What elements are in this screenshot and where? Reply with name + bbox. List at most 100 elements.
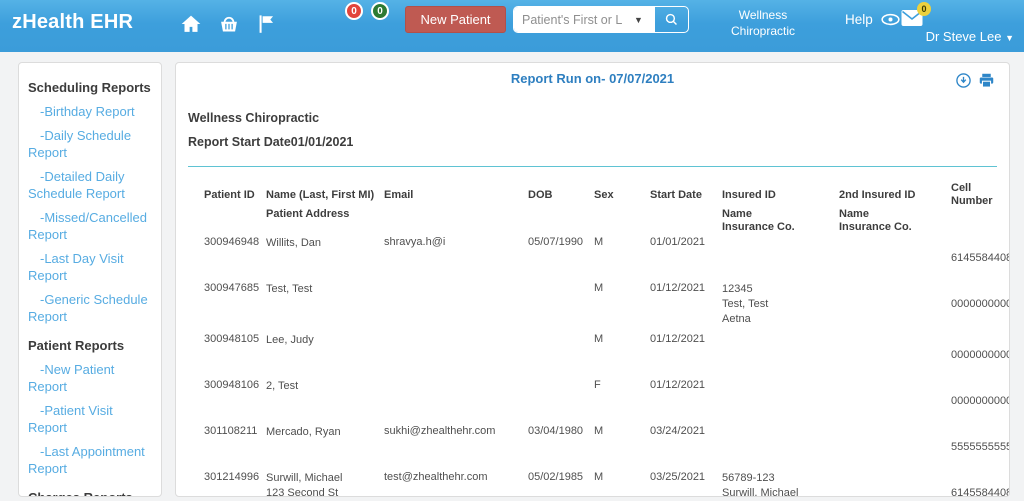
cell-insured: 12345 Test, Test Aetna [722,282,839,327]
patient-name: Lee, Judy [266,334,314,346]
cell-name-address: Mercado, Ryan [266,425,384,440]
cell-phone-number: 0000000000 [951,395,1010,407]
cell-email: sukhi@zhealthehr.com [384,425,496,437]
top-header: zHealth EHR 0 0 New Patient ▼ [0,0,1024,52]
cell-start-date: 01/01/2021 [650,236,706,248]
new-patient-button[interactable]: New Patient [405,6,506,33]
mail-icon[interactable]: 0 [900,2,931,28]
patient-report-table: Patient ID Name (Last, First MI) Patient… [204,182,1009,497]
report-run-on: Report Run on- 07/07/2021 [510,71,675,86]
alerts-badge-green[interactable]: 0 [371,2,389,20]
sidebar-item-generic-schedule-report[interactable]: -Generic Schedule Report [28,292,148,324]
cell-patient-id: 300948105 [204,333,260,345]
cell-name-address: Lee, Judy [266,333,384,348]
table-row: 300946948 Willits, Dan shravya.h@i 05/07… [204,236,1009,276]
report-divider [188,166,997,167]
col-dob: DOB [528,189,553,201]
clinic-name-header: Wellness Chiropractic [730,8,796,38]
user-menu[interactable]: Dr Steve Lee ▼ [926,29,1014,44]
insured-line: 12345 [722,283,753,295]
user-name: Dr Steve Lee [925,29,1002,44]
cell-sex: M [594,333,604,345]
table-row: 301108211 Mercado, Ryan sukhi@zhealthehr… [204,425,1009,465]
cell-start-date: 03/24/2021 [650,425,706,437]
col-insured: Insured ID Name Insurance Co. [722,189,795,233]
cell-dob: 03/04/1980 [528,425,584,437]
patient-search-input[interactable] [514,7,630,32]
insured-line: Aetna [722,313,751,325]
cell-phone-number: 0000000000 [951,298,1010,310]
report-start-date: Report Start Date01/01/2021 [188,135,354,149]
cell-start-date: 03/25/2021 [650,471,706,483]
cell-start-date: 01/12/2021 [650,333,706,345]
help-link[interactable]: Help [845,9,901,30]
help-label: Help [845,12,873,27]
print-icon[interactable] [978,72,995,89]
col-start-date: Start Date [650,189,702,201]
cell-dob: 05/07/1990 [528,236,584,248]
sidebar-item-last-day-visit-report[interactable]: -Last Day Visit Report [28,251,124,283]
cell-start-date: 01/12/2021 [650,282,706,294]
table-row: 301214996 Surwill, Michael 123 Second St… [204,471,1009,497]
search-dropdown-caret-icon[interactable]: ▼ [630,7,654,32]
col-name: Name (Last, First MI) Patient Address [266,189,375,220]
sidebar-item-new-patient-report[interactable]: -New Patient Report [28,362,115,394]
col-cell-number: Cell Number [951,182,993,207]
report-clinic-name: Wellness Chiropractic [188,111,320,125]
cell-sex: M [594,471,604,483]
alerts-badge-red[interactable]: 0 [345,2,363,20]
insured-line: Test, Test [722,298,769,310]
table-row: 300948105 Lee, Judy M 01/12/2021 [204,333,1009,373]
cell-phone-number: 6145584408 [951,487,1010,497]
report-panel: Report Run on- 07/07/2021 Wellness Chiro… [175,62,1010,497]
patient-name: Test, Test [266,283,313,295]
cell-name-address: Test, Test [266,282,384,297]
sidebar-item-missed-cancelled-report[interactable]: -Missed/Cancelled Report [28,210,147,242]
table-row: 300948106 2, Test F 01/12/2021 [204,379,1009,419]
col-2nd-insured: 2nd Insured ID Name Insurance Co. [839,189,916,233]
app-logo[interactable]: zHealth EHR [12,11,134,33]
reports-sidebar: Scheduling Reports -Birthday Report -Dai… [18,62,162,497]
eye-icon[interactable] [880,9,901,30]
patient-address-line: 123 Second St [266,487,339,497]
cell-sex: F [594,379,601,391]
search-button[interactable] [653,7,688,32]
cell-email: shravya.h@i [384,236,446,248]
cell-phone-number: 5555555555 [951,441,1010,453]
col-email: Email [384,189,414,201]
cell-patient-id: 300946948 [204,236,260,248]
sidebar-item-detailed-daily-schedule-report[interactable]: -Detailed Daily Schedule Report [28,169,125,201]
sidebar-section-scheduling: Scheduling Reports [28,80,151,95]
cell-sex: M [594,236,604,248]
cell-name-address: 2, Test [266,379,384,394]
cell-patient-id: 301214996 [204,471,260,483]
patient-name: 2, Test [266,380,299,392]
cell-sex: M [594,282,604,294]
home-icon[interactable] [180,13,202,35]
col-sex: Sex [594,189,614,201]
user-menu-caret-icon: ▼ [1005,33,1014,43]
insured-line: Surwill, Michael [722,487,799,497]
cell-phone-number: 6145584408 [951,252,1010,264]
sidebar-section-charges: Charges Reports [28,489,153,496]
sidebar-item-patient-visit-report[interactable]: -Patient Visit Report [28,403,113,435]
sidebar-section-patient: Patient Reports [28,338,125,353]
report-actions [955,72,995,89]
patient-name: Mercado, Ryan [266,426,341,438]
cell-patient-id: 300948106 [204,379,260,391]
cell-patient-id: 300947685 [204,282,260,294]
cell-name-address: Surwill, Michael 123 Second St Freson, C… [266,471,384,497]
patient-name: Willits, Dan [266,237,322,249]
flag-icon[interactable] [256,13,278,35]
cell-start-date: 01/12/2021 [650,379,706,391]
patient-name: Surwill, Michael [266,472,343,484]
cart-basket-icon[interactable] [218,13,240,35]
cell-phone-number: 0000000000 [951,349,1010,361]
sidebar-item-birthday-report[interactable]: -Birthday Report [40,104,135,119]
sidebar-item-last-appointment-report[interactable]: -Last Appointment Report [28,444,145,476]
cell-patient-id: 301108211 [204,425,258,437]
cell-sex: M [594,425,604,437]
cell-email: test@zhealthehr.com [384,471,488,483]
sidebar-item-daily-schedule-report[interactable]: -Daily Schedule Report [28,128,132,160]
download-icon[interactable] [955,72,972,89]
